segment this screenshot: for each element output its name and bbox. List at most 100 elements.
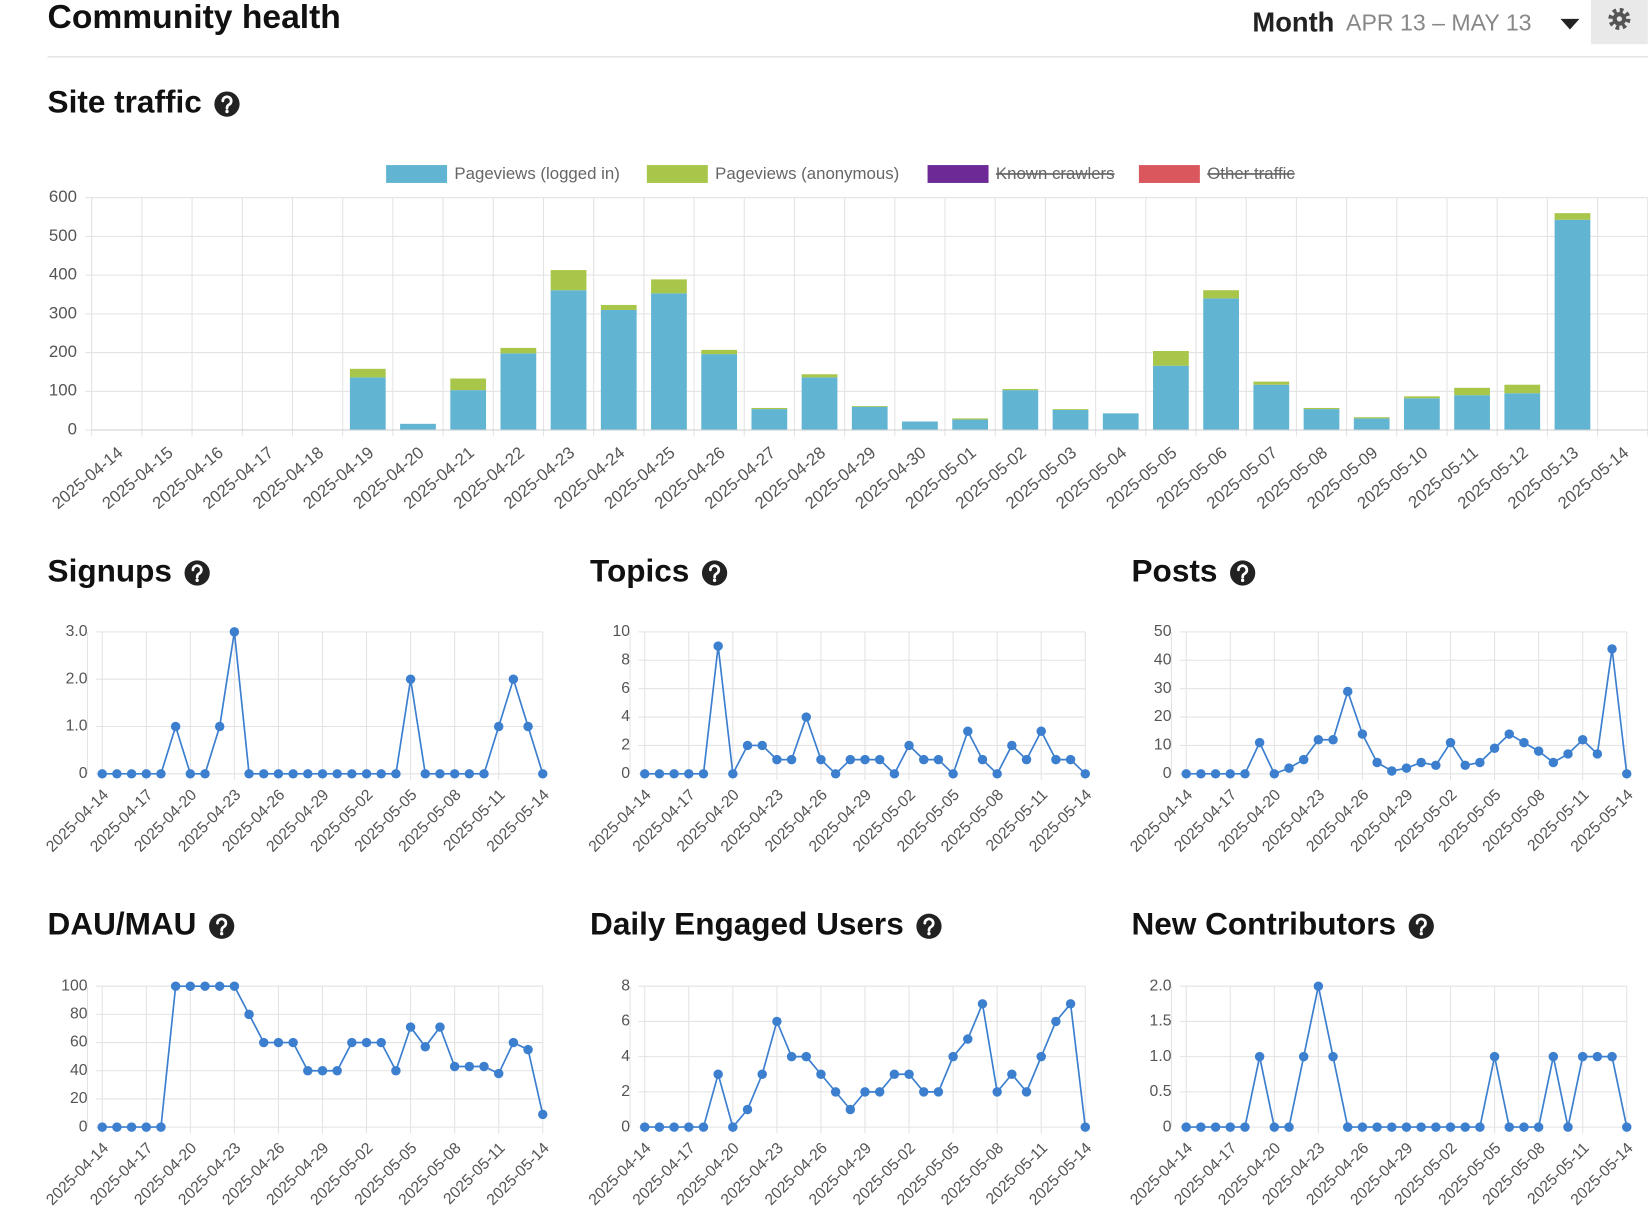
point xyxy=(332,769,342,779)
help-circle[interactable] xyxy=(701,560,728,586)
bar-segment xyxy=(450,390,487,431)
legend-swatch[interactable] xyxy=(386,165,448,183)
point xyxy=(816,1069,826,1079)
legend-swatch[interactable] xyxy=(646,165,708,183)
bar-segment xyxy=(1404,396,1440,399)
help-circle[interactable] xyxy=(184,560,210,586)
y-tick-label: 40 xyxy=(70,1062,88,1079)
bar-segment xyxy=(1504,384,1541,394)
point xyxy=(889,769,900,779)
point xyxy=(1489,1051,1500,1062)
page-title: Community health xyxy=(48,0,341,36)
period-label[interactable]: Month xyxy=(1252,6,1334,37)
point xyxy=(1298,754,1309,765)
legend-swatch[interactable] xyxy=(1138,165,1200,183)
help-circle[interactable] xyxy=(916,913,942,939)
y-tick-label: 0 xyxy=(1163,1118,1172,1135)
point xyxy=(1328,1051,1338,1062)
legend-label[interactable]: Pageviews (logged in) xyxy=(454,164,619,183)
point xyxy=(317,769,328,779)
help-icon[interactable] xyxy=(916,913,942,939)
period-range[interactable]: APR 13 – MAY 13 xyxy=(1346,9,1532,35)
point xyxy=(347,769,357,779)
point xyxy=(1284,1122,1294,1132)
point xyxy=(1313,735,1324,745)
help-circle[interactable] xyxy=(1408,913,1434,939)
point xyxy=(684,769,694,779)
bar-segment xyxy=(651,293,687,431)
point xyxy=(830,769,841,779)
point xyxy=(801,712,811,722)
dropdown-caret[interactable] xyxy=(1560,18,1580,30)
point xyxy=(97,769,107,779)
point xyxy=(874,754,885,765)
bar-segment xyxy=(1303,409,1340,431)
bar-segment xyxy=(801,377,838,431)
bar-segment xyxy=(500,347,537,354)
point xyxy=(1269,1122,1280,1132)
help-icon[interactable] xyxy=(1408,913,1434,939)
point xyxy=(772,1016,782,1027)
help-icon[interactable] xyxy=(209,913,235,939)
y-tick-label: 2.0 xyxy=(66,670,88,687)
help-dot xyxy=(195,578,199,583)
point xyxy=(1313,981,1324,991)
section-title: New Contributors xyxy=(1132,906,1397,942)
settings-button[interactable] xyxy=(1590,0,1648,45)
y-tick-label: 50 xyxy=(1154,623,1172,640)
section-title: Topics xyxy=(590,552,689,588)
point xyxy=(1181,769,1191,779)
help-circle[interactable] xyxy=(1230,560,1256,586)
help-icon[interactable] xyxy=(184,560,210,586)
legend-label[interactable]: Pageviews (anonymous) xyxy=(715,164,899,183)
gear-teeth[interactable] xyxy=(1608,7,1631,30)
point xyxy=(185,981,196,991)
point xyxy=(273,1037,284,1048)
point xyxy=(1475,1122,1485,1132)
point xyxy=(1577,735,1588,745)
point xyxy=(640,769,650,779)
point xyxy=(845,1104,856,1115)
point xyxy=(1372,1122,1382,1132)
y-tick-label: 40 xyxy=(1154,651,1172,668)
point xyxy=(669,769,679,779)
bar-segment xyxy=(550,270,587,291)
bar-segment xyxy=(349,368,386,378)
help-dot xyxy=(1419,931,1423,936)
help-glyph xyxy=(923,917,935,932)
legend-label[interactable]: Other traffic xyxy=(1207,164,1295,183)
help-icon[interactable] xyxy=(701,560,728,586)
help-circle[interactable] xyxy=(209,913,235,939)
point xyxy=(449,769,460,779)
help-icon[interactable] xyxy=(214,91,240,117)
y-tick-label: 6 xyxy=(621,1013,630,1030)
help-dot xyxy=(225,109,229,114)
y-tick-label: 1.0 xyxy=(66,718,88,735)
point xyxy=(1210,1122,1221,1132)
point xyxy=(200,769,210,779)
point xyxy=(405,1022,416,1032)
point xyxy=(214,721,225,732)
point xyxy=(1504,729,1514,739)
point xyxy=(742,1104,753,1115)
help-dot xyxy=(927,931,931,936)
legend-label[interactable]: Known crawlers xyxy=(996,164,1115,183)
legend-swatch[interactable] xyxy=(927,165,989,183)
point xyxy=(464,1061,475,1072)
point xyxy=(1254,737,1265,748)
section-title: Posts xyxy=(1132,552,1218,588)
help-icon[interactable] xyxy=(1230,560,1256,586)
point xyxy=(97,1122,107,1132)
point xyxy=(229,627,240,637)
point xyxy=(1622,1122,1632,1132)
help-dot xyxy=(712,578,717,583)
period-selector[interactable]: Month APR 13 – MAY 13 xyxy=(1252,6,1580,37)
help-circle[interactable] xyxy=(214,91,240,117)
point xyxy=(1357,1122,1368,1132)
gear-hole[interactable] xyxy=(1616,16,1623,22)
point xyxy=(185,769,196,779)
bar-segment xyxy=(600,304,637,310)
bar-segment xyxy=(1253,381,1290,385)
point xyxy=(786,754,797,765)
point xyxy=(1357,729,1368,739)
